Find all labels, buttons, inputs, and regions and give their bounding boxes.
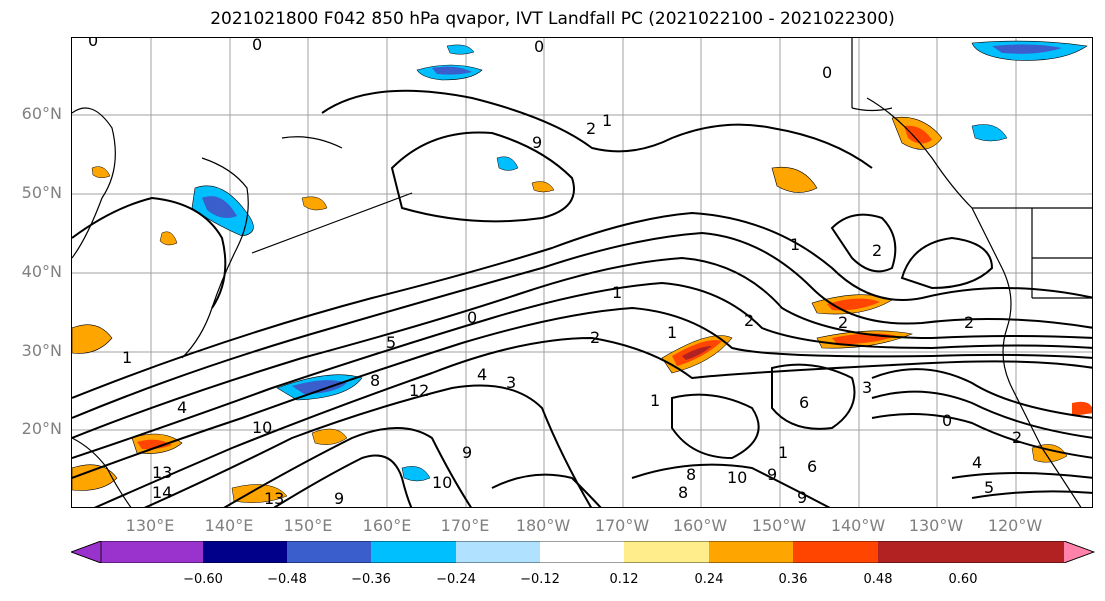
lon-label: 170°W xyxy=(594,516,650,535)
contour-label: 8 xyxy=(686,465,696,484)
contour-label: 5 xyxy=(386,333,396,352)
colorbar-tick-label: −0.36 xyxy=(351,572,391,587)
colorbar-tick-label: −0.60 xyxy=(183,572,223,587)
map-panel: 0 0 0 0 1 2 2 2 2 1 1 1 2 2 0 1 5 8 12 4… xyxy=(71,37,1093,508)
contour-label: 4 xyxy=(177,398,187,417)
map-canvas: 0 0 0 0 1 2 2 2 2 1 1 1 2 2 0 1 5 8 12 4… xyxy=(72,38,1092,508)
colorbar-tick-label: 0.36 xyxy=(778,572,808,587)
contour-label: 10 xyxy=(252,418,272,437)
contour-label: 1 xyxy=(602,111,612,130)
colorbar-segment xyxy=(878,541,1064,563)
colorbar-segment xyxy=(1064,541,1094,563)
colorbar-segment xyxy=(371,541,456,563)
colorbar-segment xyxy=(709,541,793,563)
contour-label: 2 xyxy=(872,241,882,260)
lon-label: 170°E xyxy=(440,516,490,535)
contour-label: 9 xyxy=(462,443,472,462)
contour-label: 4 xyxy=(477,365,487,384)
contour-label: 13 xyxy=(152,463,172,482)
coastlines xyxy=(72,38,1092,507)
contour-label: 2 xyxy=(590,328,600,347)
colorbar-segments xyxy=(71,541,1095,563)
contour-label: 1 xyxy=(122,348,132,367)
qvapor-anomaly-fills xyxy=(72,40,1092,503)
lon-label: 160°E xyxy=(362,516,412,535)
colorbar-segment xyxy=(624,541,709,563)
colorbar-tick-label: 0.48 xyxy=(863,572,893,587)
contour-label: 0 xyxy=(88,38,98,50)
colorbar xyxy=(71,541,1095,563)
contour-label: 9 xyxy=(532,133,542,152)
contour-label: 2 xyxy=(838,313,848,332)
contour-label: 1 xyxy=(667,323,677,342)
colorbar-tick-label: 0.24 xyxy=(694,572,724,587)
contour-label: 10 xyxy=(432,473,452,492)
contour-label: 8 xyxy=(678,483,688,502)
lat-label: 50°N xyxy=(21,183,62,202)
contour-labels: 0 0 0 0 1 2 2 2 2 1 1 1 2 2 0 1 5 8 12 4… xyxy=(88,38,1022,508)
contour-label: 9 xyxy=(767,465,777,484)
contour-label: 6 xyxy=(799,393,809,412)
colorbar-segment xyxy=(793,541,878,563)
colorbar-segment xyxy=(456,541,540,563)
lat-label: 40°N xyxy=(21,262,62,281)
colorbar-tick-label: −0.12 xyxy=(520,572,560,587)
contour-label: 12 xyxy=(409,381,429,400)
contour-label: 5 xyxy=(984,478,994,497)
contour-label: 0 xyxy=(467,308,477,327)
contour-label: 4 xyxy=(972,453,982,472)
lon-label: 180°W xyxy=(515,516,571,535)
lat-label: 20°N xyxy=(21,419,62,438)
contour-label: 1 xyxy=(790,235,800,254)
contour-label: 3 xyxy=(506,373,516,392)
colorbar-tick-label: −0.24 xyxy=(436,572,476,587)
lon-label: 140°E xyxy=(204,516,254,535)
contour-label: 1 xyxy=(650,391,660,410)
colorbar-tick-label: −0.48 xyxy=(267,572,307,587)
contour-label: 9 xyxy=(334,489,344,508)
contour-label: 10 xyxy=(727,468,747,487)
lat-label: 30°N xyxy=(21,341,62,360)
contour-label: 0 xyxy=(534,38,544,56)
contour-label: 0 xyxy=(942,411,952,430)
colorbar-segment xyxy=(287,541,371,563)
contour-label: 0 xyxy=(822,63,832,82)
contour-label: 9 xyxy=(797,488,807,507)
contour-label: 1 xyxy=(778,443,788,462)
contour-label: 3 xyxy=(862,378,872,397)
colorbar-segment xyxy=(540,541,624,563)
graticule xyxy=(72,38,1092,507)
contour-label: 2 xyxy=(586,119,596,138)
lon-label: 150°E xyxy=(283,516,333,535)
contour-label: 1 xyxy=(612,283,622,302)
lon-label: 160°W xyxy=(672,516,728,535)
lon-label: 120°W xyxy=(987,516,1043,535)
contour-label: 0 xyxy=(252,38,262,54)
colorbar-segment xyxy=(71,541,203,563)
ivt-contours xyxy=(72,89,1092,507)
colorbar-segment xyxy=(203,541,287,563)
lat-label: 60°N xyxy=(21,104,62,123)
contour-label: 13 xyxy=(264,489,284,508)
contour-label: 2 xyxy=(1012,428,1022,447)
lon-label: 140°W xyxy=(830,516,886,535)
contour-label: 6 xyxy=(807,457,817,476)
contour-label: 8 xyxy=(370,371,380,390)
map-title: 2021021800 F042 850 hPa qvapor, IVT Land… xyxy=(210,9,895,29)
contour-label: 2 xyxy=(744,311,754,330)
lon-label: 150°W xyxy=(751,516,807,535)
contour-label: 2 xyxy=(964,313,974,332)
colorbar-tick-label: 0.12 xyxy=(609,572,639,587)
lon-label: 130°E xyxy=(125,516,175,535)
lon-label: 130°W xyxy=(908,516,964,535)
colorbar-tick-label: 0.60 xyxy=(948,572,978,587)
contour-label: 14 xyxy=(152,483,172,502)
